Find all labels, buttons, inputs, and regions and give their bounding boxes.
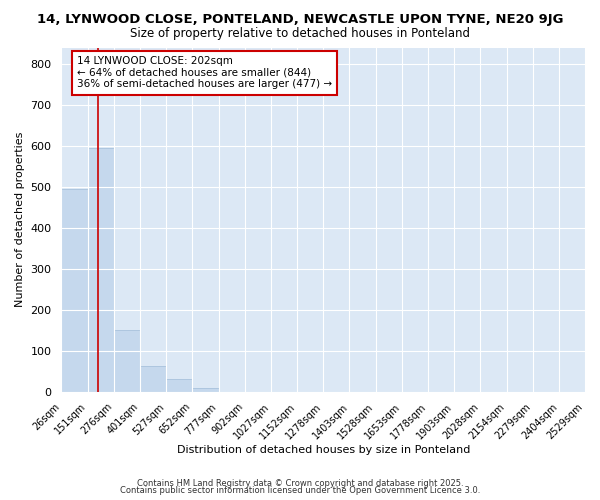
Text: 14, LYNWOOD CLOSE, PONTELAND, NEWCASTLE UPON TYNE, NE20 9JG: 14, LYNWOOD CLOSE, PONTELAND, NEWCASTLE … bbox=[37, 12, 563, 26]
Bar bbox=[61, 189, 88, 392]
Bar bbox=[88, 148, 113, 392]
Text: Size of property relative to detached houses in Ponteland: Size of property relative to detached ho… bbox=[130, 28, 470, 40]
Text: 14 LYNWOOD CLOSE: 202sqm
← 64% of detached houses are smaller (844)
36% of semi-: 14 LYNWOOD CLOSE: 202sqm ← 64% of detach… bbox=[77, 56, 332, 90]
Text: Contains HM Land Registry data © Crown copyright and database right 2025.: Contains HM Land Registry data © Crown c… bbox=[137, 478, 463, 488]
X-axis label: Distribution of detached houses by size in Ponteland: Distribution of detached houses by size … bbox=[176, 445, 470, 455]
Bar bbox=[113, 330, 140, 392]
Bar bbox=[166, 380, 193, 392]
Text: Contains public sector information licensed under the Open Government Licence 3.: Contains public sector information licen… bbox=[120, 486, 480, 495]
Bar bbox=[193, 388, 218, 392]
Y-axis label: Number of detached properties: Number of detached properties bbox=[15, 132, 25, 308]
Bar bbox=[140, 366, 166, 392]
